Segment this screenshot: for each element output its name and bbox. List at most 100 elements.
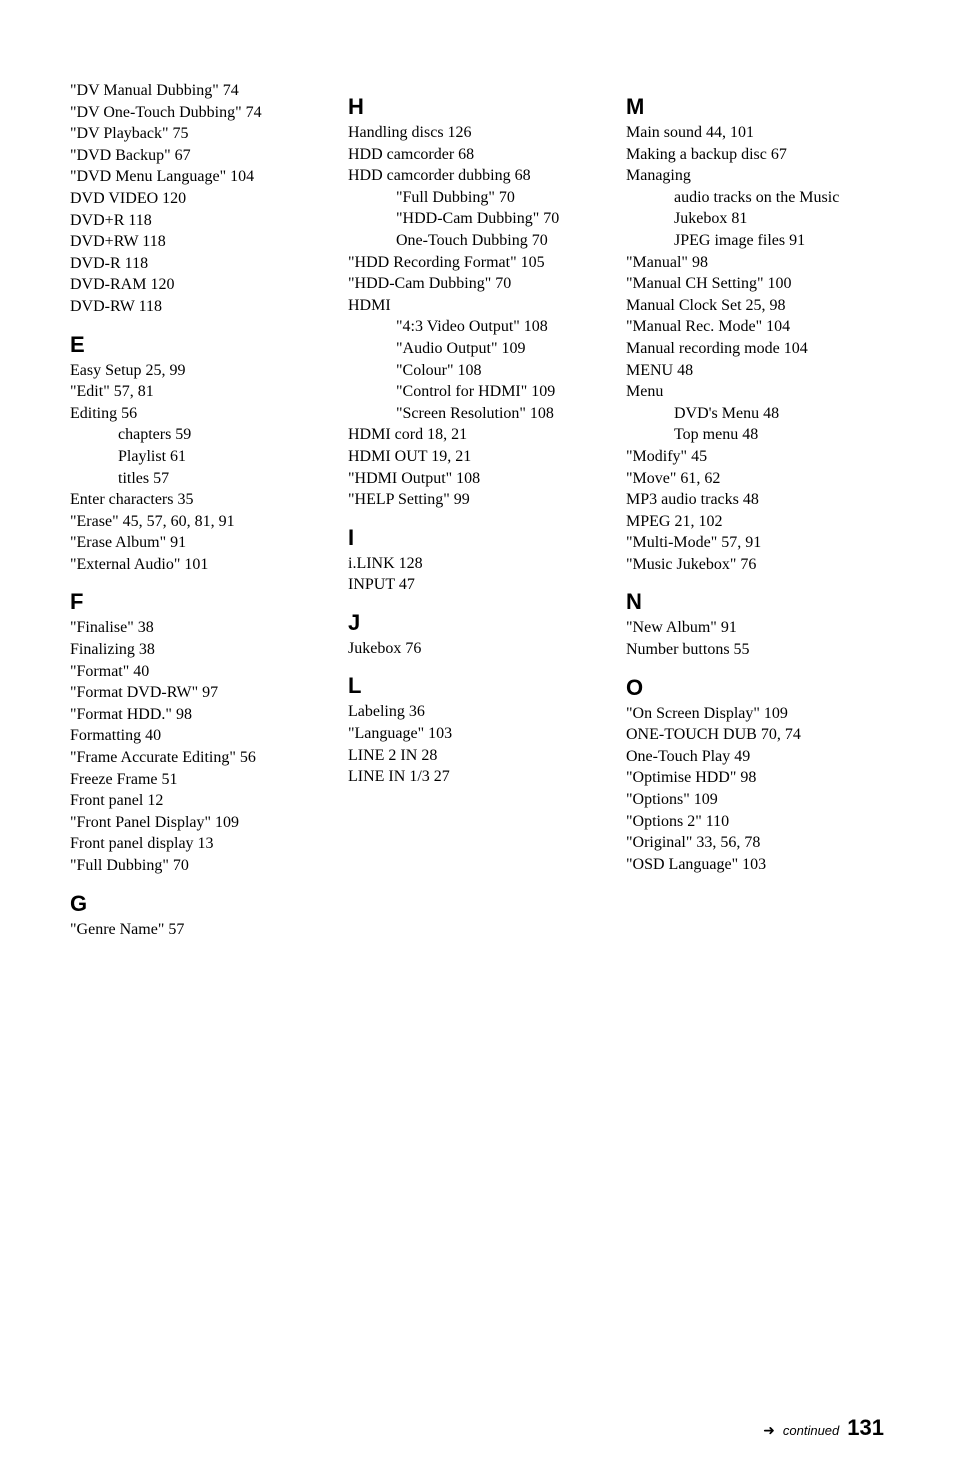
page-footer: ➜ continued 131 [763, 1415, 884, 1441]
index-entry: i.LINK 128 [348, 553, 606, 575]
index-entry: Easy Setup 25, 99 [70, 360, 328, 382]
index-entry: "External Audio" 101 [70, 554, 328, 576]
index-entry: Labeling 36 [348, 701, 606, 723]
index-column: HHandling discs 126HDD camcorder 68HDD c… [348, 80, 606, 940]
index-entry: "Frame Accurate Editing" 56 [70, 747, 328, 769]
index-entry: "HDD Recording Format" 105 [348, 252, 606, 274]
index-entry: "Control for HDMI" 109 [348, 381, 606, 403]
index-entry: "Manual CH Setting" 100 [626, 273, 884, 295]
index-entry: "HELP Setting" 99 [348, 489, 606, 511]
index-entry: Managing [626, 165, 884, 187]
index-entry: Finalizing 38 [70, 639, 328, 661]
index-entry: Handling discs 126 [348, 122, 606, 144]
index-entry: "HDD-Cam Dubbing" 70 [348, 208, 606, 230]
index-entry: "Edit" 57, 81 [70, 381, 328, 403]
index-entry: "Full Dubbing" 70 [70, 855, 328, 877]
index-entry: Making a backup disc 67 [626, 144, 884, 166]
index-entry: "Full Dubbing" 70 [348, 187, 606, 209]
section-letter: L [348, 673, 606, 699]
index-entry: Freeze Frame 51 [70, 769, 328, 791]
index-entry: "DV Playback" 75 [70, 123, 328, 145]
index-entry: One-Touch Play 49 [626, 746, 884, 768]
index-entry: "Language" 103 [348, 723, 606, 745]
index-entry: "Manual Rec. Mode" 104 [626, 316, 884, 338]
index-entry: "Modify" 45 [626, 446, 884, 468]
index-entry: "Options" 109 [626, 789, 884, 811]
index-entry: Front panel 12 [70, 790, 328, 812]
index-entry: "Optimise HDD" 98 [626, 767, 884, 789]
index-entry: "Music Jukebox" 76 [626, 554, 884, 576]
section-letter: M [626, 94, 884, 120]
index-entry: DVD-RAM 120 [70, 274, 328, 296]
section-letter: I [348, 525, 606, 551]
index-entry: DVD-R 118 [70, 253, 328, 275]
index-entry: Playlist 61 [70, 446, 328, 468]
index-entry: Main sound 44, 101 [626, 122, 884, 144]
section-letter: H [348, 94, 606, 120]
index-entry: Manual Clock Set 25, 98 [626, 295, 884, 317]
index-entry: HDD camcorder dubbing 68 [348, 165, 606, 187]
index-entry: HDMI OUT 19, 21 [348, 446, 606, 468]
index-entry: MPEG 21, 102 [626, 511, 884, 533]
index-entry: DVD VIDEO 120 [70, 188, 328, 210]
index-entry: "Format" 40 [70, 661, 328, 683]
index-entry: "Multi-Mode" 57, 91 [626, 532, 884, 554]
continued-arrow-icon: ➜ [763, 1423, 775, 1440]
index-entry: Menu [626, 381, 884, 403]
index-entry: "Erase Album" 91 [70, 532, 328, 554]
index-entry: MENU 48 [626, 360, 884, 382]
index-entry: "Finalise" 38 [70, 617, 328, 639]
section-letter: G [70, 891, 328, 917]
index-entry: audio tracks on the Music Jukebox 81 [626, 187, 884, 230]
index-entry: LINE 2 IN 28 [348, 745, 606, 767]
index-columns: "DV Manual Dubbing" 74"DV One-Touch Dubb… [70, 80, 884, 940]
index-entry: "DVD Menu Language" 104 [70, 166, 328, 188]
index-entry: Jukebox 76 [348, 638, 606, 660]
index-entry: JPEG image files 91 [626, 230, 884, 252]
index-entry: "HDD-Cam Dubbing" 70 [348, 273, 606, 295]
index-entry: "Colour" 108 [348, 360, 606, 382]
index-entry: "Options 2" 110 [626, 811, 884, 833]
index-entry: INPUT 47 [348, 574, 606, 596]
index-entry: chapters 59 [70, 424, 328, 446]
index-entry: Editing 56 [70, 403, 328, 425]
index-entry: titles 57 [70, 468, 328, 490]
index-entry: "DV Manual Dubbing" 74 [70, 80, 328, 102]
index-entry: "On Screen Display" 109 [626, 703, 884, 725]
index-entry: "New Album" 91 [626, 617, 884, 639]
index-entry: "Move" 61, 62 [626, 468, 884, 490]
index-entry: "DVD Backup" 67 [70, 145, 328, 167]
index-entry: Formatting 40 [70, 725, 328, 747]
index-entry: Front panel display 13 [70, 833, 328, 855]
index-entry: Top menu 48 [626, 424, 884, 446]
index-entry: DVD's Menu 48 [626, 403, 884, 425]
index-entry: MP3 audio tracks 48 [626, 489, 884, 511]
index-entry: "4:3 Video Output" 108 [348, 316, 606, 338]
index-entry: HDMI cord 18, 21 [348, 424, 606, 446]
index-entry: Manual recording mode 104 [626, 338, 884, 360]
continued-label: continued [783, 1423, 839, 1438]
index-entry: HDMI [348, 295, 606, 317]
index-entry: "Format DVD-RW" 97 [70, 682, 328, 704]
index-column: MMain sound 44, 101Making a backup disc … [626, 80, 884, 940]
index-column: "DV Manual Dubbing" 74"DV One-Touch Dubb… [70, 80, 328, 940]
index-entry: "Audio Output" 109 [348, 338, 606, 360]
section-letter: J [348, 610, 606, 636]
index-entry: "Format HDD." 98 [70, 704, 328, 726]
index-entry: "Original" 33, 56, 78 [626, 832, 884, 854]
index-entry: "DV One-Touch Dubbing" 74 [70, 102, 328, 124]
index-entry: "OSD Language" 103 [626, 854, 884, 876]
index-entry: "HDMI Output" 108 [348, 468, 606, 490]
index-entry: "Manual" 98 [626, 252, 884, 274]
section-letter: E [70, 332, 328, 358]
page-number: 131 [847, 1415, 884, 1441]
index-entry: Number buttons 55 [626, 639, 884, 661]
index-entry: "Front Panel Display" 109 [70, 812, 328, 834]
index-entry: DVD-RW 118 [70, 296, 328, 318]
index-entry: Enter characters 35 [70, 489, 328, 511]
index-entry: HDD camcorder 68 [348, 144, 606, 166]
index-entry: "Erase" 45, 57, 60, 81, 91 [70, 511, 328, 533]
section-letter: O [626, 675, 884, 701]
index-entry: "Screen Resolution" 108 [348, 403, 606, 425]
index-entry: "Genre Name" 57 [70, 919, 328, 941]
